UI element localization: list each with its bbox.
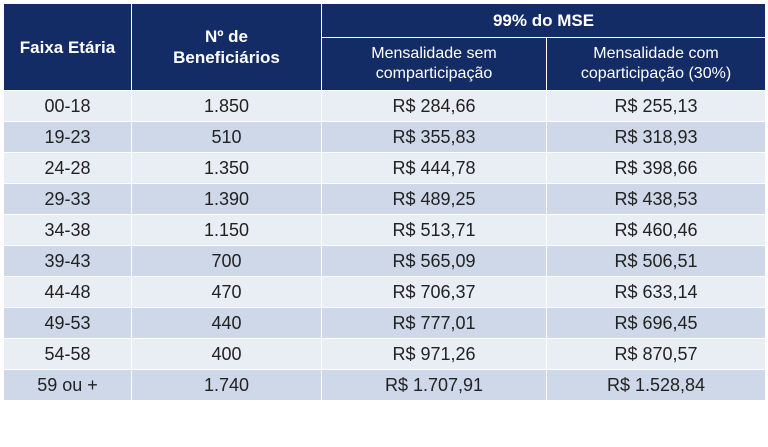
cell-count: 440	[131, 307, 322, 339]
cell-count: 1.150	[131, 214, 322, 246]
cell-no-copay: R$ 513,71	[321, 214, 547, 246]
cell-age: 00-18	[3, 90, 132, 122]
cell-age: 59 ou +	[3, 369, 132, 401]
cell-no-copay: R$ 1.707,91	[321, 369, 547, 401]
header-copay: Mensalidade com coparticipação (30%)	[546, 37, 766, 91]
table-row: 19-23 510 R$ 355,83 R$ 318,93	[3, 121, 766, 153]
cell-copay: R$ 318,93	[546, 121, 766, 153]
header-row-sub: Mensalidade sem comparticipação Mensalid…	[4, 37, 766, 91]
header-group-label: 99% do MSE	[492, 11, 595, 30]
cell-count: 1.850	[131, 90, 322, 122]
table-row: 54-58 400 R$ 971,26 R$ 870,57	[3, 338, 766, 370]
table-row: 29-33 1.390 R$ 489,25 R$ 438,53	[3, 183, 766, 215]
header-copay-line1: Mensalidade com	[593, 45, 719, 62]
header-group-mse: 99% do MSE	[321, 3, 766, 38]
cell-age: 49-53	[3, 307, 132, 339]
cell-copay: R$ 255,13	[546, 90, 766, 122]
table-body: 00-18 1.850 R$ 284,66 R$ 255,13 19-23 51…	[3, 90, 766, 401]
header-beneficiaries-line2: Beneficiários	[173, 48, 280, 67]
cell-age: 54-58	[3, 338, 132, 370]
table-row: 49-53 440 R$ 777,01 R$ 696,45	[3, 307, 766, 339]
table-row: 39-43 700 R$ 565,09 R$ 506,51	[3, 245, 766, 277]
header-no-copay: Mensalidade sem comparticipação	[321, 37, 547, 91]
cell-no-copay: R$ 971,26	[321, 338, 547, 370]
table-header: Faixa Etária Nº de Beneficiários 99% do …	[3, 3, 766, 91]
cell-no-copay: R$ 489,25	[321, 183, 547, 215]
cell-no-copay: R$ 777,01	[321, 307, 547, 339]
cell-copay: R$ 870,57	[546, 338, 766, 370]
cell-count: 510	[131, 121, 322, 153]
cell-copay: R$ 398,66	[546, 152, 766, 184]
header-beneficiaries-line1: Nº de	[204, 27, 249, 46]
cell-count: 700	[131, 245, 322, 277]
cell-age: 39-43	[3, 245, 132, 277]
header-beneficiaries: Nº de Beneficiários	[131, 3, 322, 91]
table-row: 44-48 470 R$ 706,37 R$ 633,14	[3, 276, 766, 308]
cell-copay: R$ 633,14	[546, 276, 766, 308]
cell-age: 44-48	[3, 276, 132, 308]
table-row: 00-18 1.850 R$ 284,66 R$ 255,13	[3, 90, 766, 122]
cell-age: 34-38	[3, 214, 132, 246]
header-row-top: Faixa Etária Nº de Beneficiários 99% do …	[3, 3, 766, 91]
cell-copay: R$ 506,51	[546, 245, 766, 277]
table-row: 24-28 1.350 R$ 444,78 R$ 398,66	[3, 152, 766, 184]
cell-no-copay: R$ 355,83	[321, 121, 547, 153]
header-copay-line2: coparticipação (30%)	[580, 65, 732, 82]
cell-age: 29-33	[3, 183, 132, 215]
header-age-range-label: Faixa Etária	[19, 37, 116, 57]
cell-count: 1.350	[131, 152, 322, 184]
cell-copay: R$ 460,46	[546, 214, 766, 246]
cell-count: 1.390	[131, 183, 322, 215]
cell-count: 1.740	[131, 369, 322, 401]
table-row: 59 ou + 1.740 R$ 1.707,91 R$ 1.528,84	[3, 369, 766, 401]
cell-no-copay: R$ 565,09	[321, 245, 547, 277]
cell-count: 400	[131, 338, 322, 370]
header-no-copay-line2: comparticipação	[375, 65, 493, 82]
header-no-copay-line1: Mensalidade sem	[371, 45, 497, 62]
header-age-range: Faixa Etária	[3, 3, 132, 91]
pricing-table: Faixa Etária Nº de Beneficiários 99% do …	[3, 3, 766, 401]
cell-copay: R$ 1.528,84	[546, 369, 766, 401]
cell-copay: R$ 438,53	[546, 183, 766, 215]
cell-age: 19-23	[3, 121, 132, 153]
cell-age: 24-28	[3, 152, 132, 184]
cell-no-copay: R$ 706,37	[321, 276, 547, 308]
table-row: 34-38 1.150 R$ 513,71 R$ 460,46	[3, 214, 766, 246]
cell-count: 470	[131, 276, 322, 308]
cell-no-copay: R$ 444,78	[321, 152, 547, 184]
cell-copay: R$ 696,45	[546, 307, 766, 339]
cell-no-copay: R$ 284,66	[321, 90, 547, 122]
